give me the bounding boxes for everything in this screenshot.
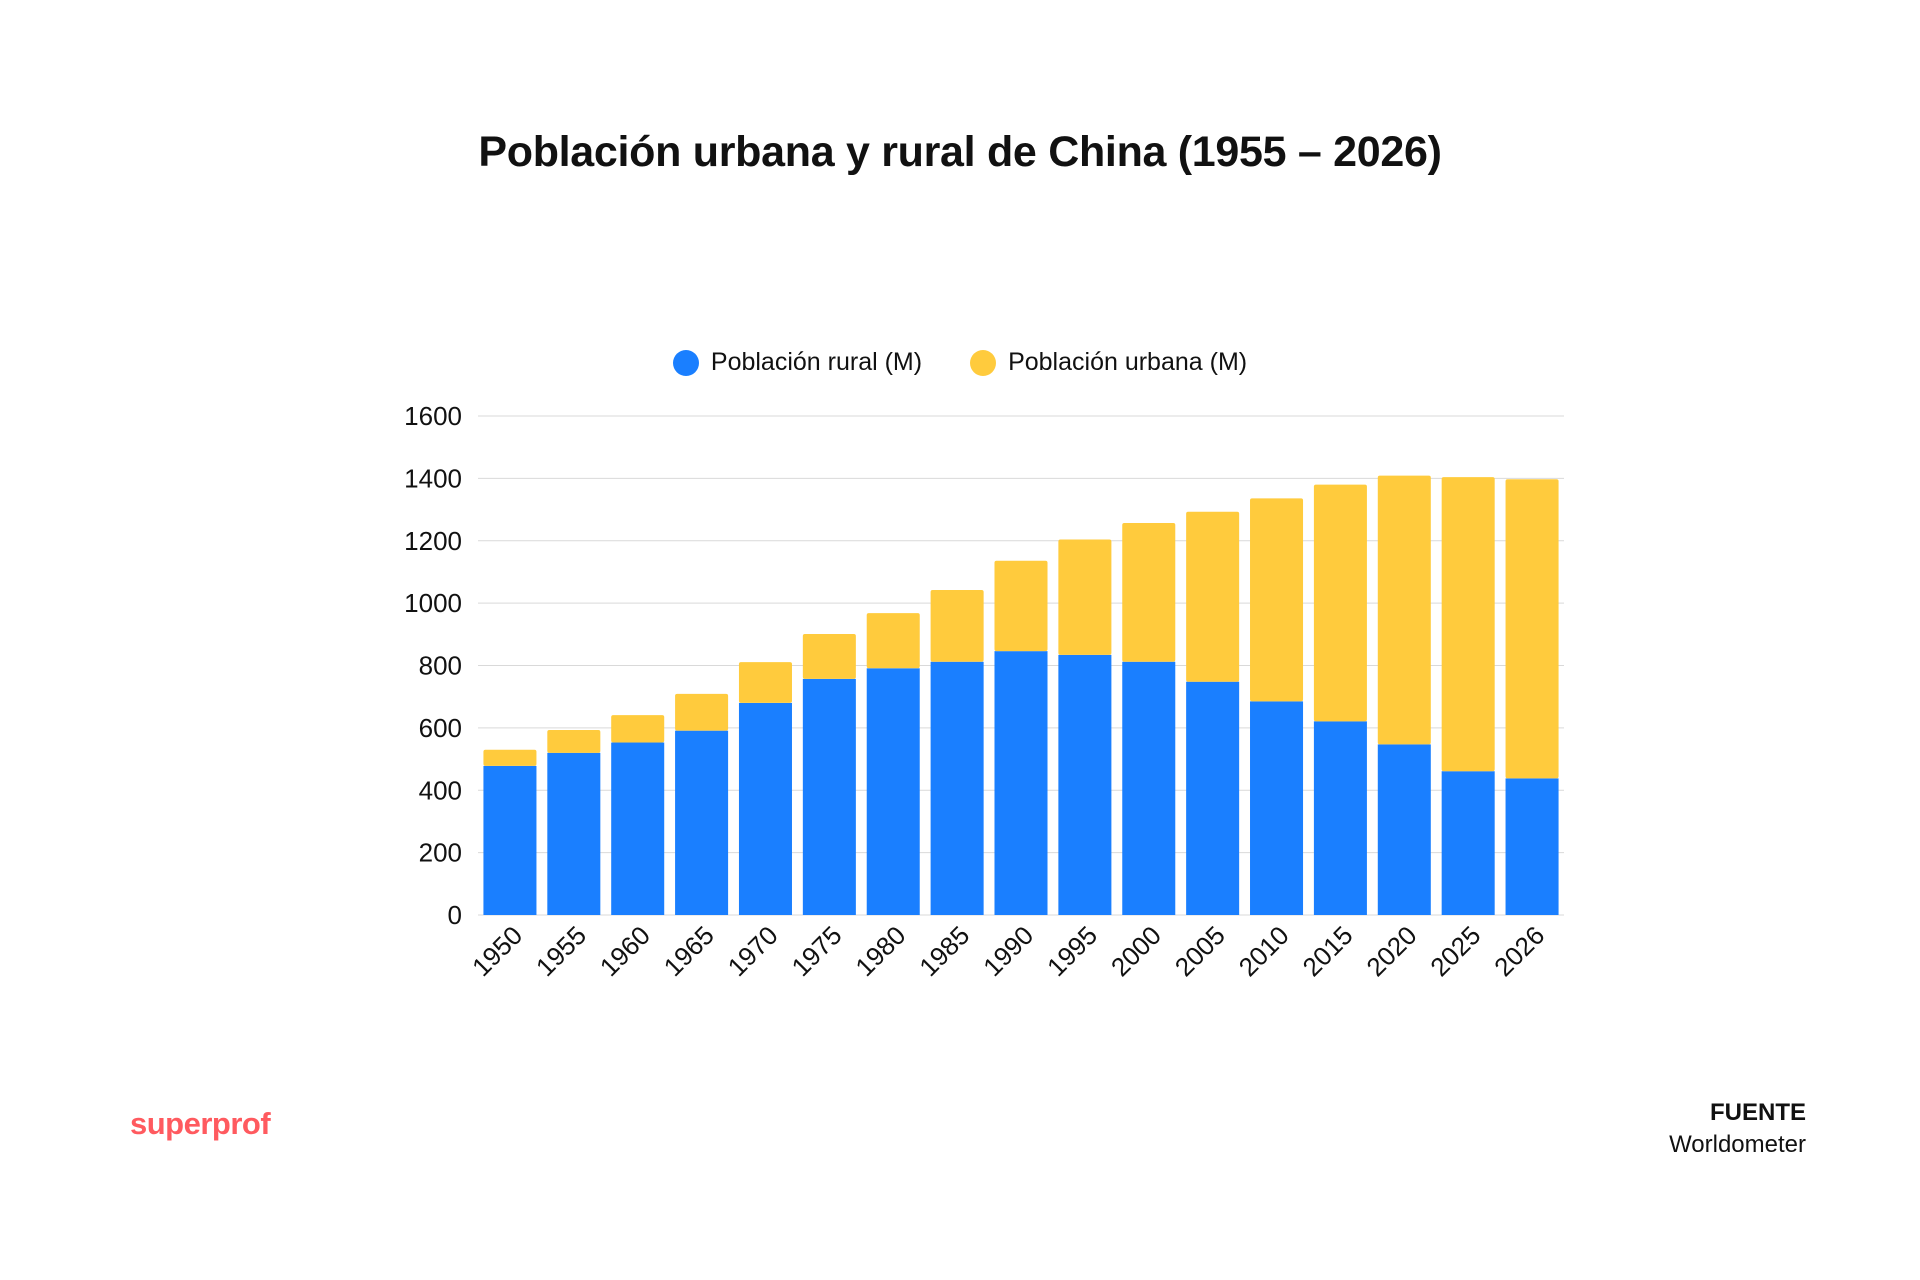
bar-rural [611,742,665,915]
bar-rural [738,702,792,915]
x-tick-label: 1995 [1041,920,1103,982]
x-tick-label: 1975 [785,920,847,982]
y-tick-label: 1400 [404,463,462,493]
x-tick-label: 1960 [594,920,656,982]
bar-rural [1377,744,1431,915]
x-tick-label: 1970 [722,920,784,982]
bar-rural [866,668,920,915]
bar-rural [802,678,856,915]
legend-swatch-rural [672,349,699,376]
legend-item-urban: Población urbana (M) [970,348,1247,377]
source-value: Worldometer [1669,1131,1806,1158]
y-tick-label: 600 [419,713,462,743]
x-tick-label: 1985 [913,920,975,982]
bar-rural [675,730,729,915]
bar-urban [547,730,601,753]
y-tick-label: 1600 [404,401,462,431]
legend-swatch-urban [970,349,997,376]
x-tick-label: 2010 [1233,920,1295,982]
chart-legend: Población rural (M) Población urbana (M) [0,348,1920,377]
bar-urban [738,662,792,703]
bar-urban [1250,498,1304,702]
bar-urban [930,590,984,662]
chart-title: Población urbana y rural de China (1955 … [478,128,1442,176]
bar-urban [1313,484,1367,722]
bar-rural [994,651,1048,915]
bar-rural [1186,681,1240,915]
bar-rural [1122,661,1176,915]
x-tick-label: 2000 [1105,920,1167,982]
bar-rural [930,661,984,915]
bar-urban [611,715,665,743]
y-tick-label: 400 [419,775,462,805]
bar-urban [994,560,1048,652]
x-tick-label: 1965 [658,920,720,982]
bar-rural [483,765,537,915]
y-tick-label: 200 [419,838,462,868]
bar-urban [1058,539,1112,655]
bar-urban [1377,475,1431,745]
legend-label-urban: Población urbana (M) [1008,348,1248,376]
source-credit: FUENTE Worldometer [1669,1097,1806,1161]
bar-urban [1186,511,1240,682]
x-tick-label: 2025 [1424,920,1486,982]
x-tick-label: 2015 [1297,920,1359,982]
y-tick-label: 1200 [404,526,462,556]
x-tick-label: 2020 [1360,920,1422,982]
bar-urban [483,749,537,766]
x-tick-label: 1950 [466,920,528,982]
bar-rural [1505,778,1559,915]
legend-label-rural: Población rural (M) [710,348,923,376]
bar-urban [802,634,856,679]
bar-urban [1122,522,1176,662]
brand-logo: superprof [130,1106,271,1141]
bar-rural [1441,771,1495,915]
bar-rural [547,752,601,915]
bar-rural [1250,701,1304,915]
x-tick-label: 1955 [530,920,592,982]
bar-urban [1505,479,1559,779]
bar-urban [675,693,729,731]
x-tick-label: 1990 [977,920,1039,982]
bar-rural [1058,654,1112,915]
x-tick-label: 2005 [1169,920,1231,982]
bar-rural [1313,721,1367,915]
source-label: FUENTE [1710,1099,1806,1126]
y-tick-label: 800 [419,651,462,681]
legend-item-rural: Población rural (M) [672,348,923,377]
y-tick-label: 0 [448,900,462,930]
bar-urban [866,613,920,669]
y-tick-label: 1000 [404,588,462,618]
x-tick-label: 1980 [849,920,911,982]
x-tick-label: 2026 [1488,920,1550,982]
bar-urban [1441,477,1495,772]
